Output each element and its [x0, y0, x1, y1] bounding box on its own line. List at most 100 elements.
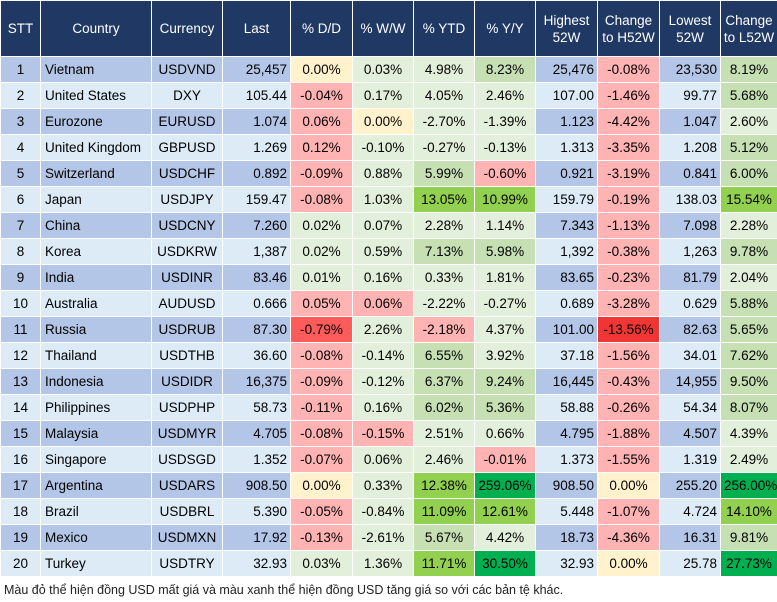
cell-stt: 5	[0, 160, 41, 187]
cell-ytd: -2.70%	[413, 108, 475, 135]
cell-high52w: 37.18	[535, 342, 598, 369]
header-low52w[interactable]: Lowest 52W	[659, 0, 721, 57]
cell-ww: 0.33%	[352, 472, 414, 499]
cell-change-l52w: 2.04%	[720, 264, 777, 291]
cell-country: Malaysia	[40, 420, 152, 447]
cell-change-h52w: -4.36%	[597, 524, 660, 551]
cell-change-l52w: 2.28%	[720, 212, 777, 239]
cell-yy: 2.46%	[474, 82, 536, 109]
cell-ytd: 7.13%	[413, 238, 475, 265]
cell-yy: 8.23%	[474, 56, 536, 83]
header-change-l52w[interactable]: Change to L52W	[720, 0, 777, 57]
cell-ww: -0.10%	[352, 134, 414, 161]
cell-country: United States	[40, 82, 152, 109]
cell-last: 0.666	[222, 290, 291, 317]
cell-high52w: 908.50	[535, 472, 598, 499]
header-change-h52w[interactable]: Change to H52W	[597, 0, 660, 57]
cell-last: 58.73	[222, 394, 291, 421]
cell-ww: 0.07%	[352, 212, 414, 239]
cell-country: Turkey	[40, 550, 152, 577]
cell-change-l52w: 9.81%	[720, 524, 777, 551]
cell-stt: 15	[0, 420, 41, 447]
header-currency[interactable]: Currency	[151, 0, 223, 57]
cell-yy: 259.06%	[474, 472, 536, 499]
cell-ytd: 5.99%	[413, 160, 475, 187]
cell-dd: -0.08%	[290, 420, 353, 447]
cell-ww: 0.06%	[352, 446, 414, 473]
cell-low52w: 1.319	[659, 446, 721, 473]
cell-country: Philippines	[40, 394, 152, 421]
table-row: 2 United States DXY 105.44 -0.04% 0.17% 4.05% 2…	[0, 82, 777, 109]
header-dd[interactable]: % D/D	[290, 0, 353, 57]
cell-low52w: 138.03	[659, 186, 721, 213]
cell-high52w: 101.00	[535, 316, 598, 343]
cell-dd: -0.13%	[290, 524, 353, 551]
cell-country: Korea	[40, 238, 152, 265]
cell-country: China	[40, 212, 152, 239]
table-row: 13 Indonesia USDIDR 16,375 -0.09% -0.12% 6.37%…	[0, 368, 777, 395]
header-yy[interactable]: % Y/Y	[474, 0, 536, 57]
header-ww[interactable]: % W/W	[352, 0, 414, 57]
cell-ww: -0.12%	[352, 368, 414, 395]
cell-low52w: 34.01	[659, 342, 721, 369]
cell-currency: USDTRY	[151, 550, 223, 577]
cell-yy: 5.98%	[474, 238, 536, 265]
cell-change-l52w: 6.00%	[720, 160, 777, 187]
cell-ytd: 2.51%	[413, 420, 475, 447]
cell-last: 1.352	[222, 446, 291, 473]
cell-ww: 0.17%	[352, 82, 414, 109]
cell-yy: 1.14%	[474, 212, 536, 239]
cell-yy: 9.24%	[474, 368, 536, 395]
cell-ww: 0.16%	[352, 394, 414, 421]
cell-ytd: 6.02%	[413, 394, 475, 421]
cell-currency: USDKRW	[151, 238, 223, 265]
header-last[interactable]: Last	[222, 0, 291, 57]
cell-high52w: 4.795	[535, 420, 598, 447]
cell-country: India	[40, 264, 152, 291]
cell-stt: 14	[0, 394, 41, 421]
cell-high52w: 32.93	[535, 550, 598, 577]
cell-ytd: 6.37%	[413, 368, 475, 395]
cell-yy: -1.39%	[474, 108, 536, 135]
cell-stt: 10	[0, 290, 41, 317]
cell-dd: 0.06%	[290, 108, 353, 135]
cell-currency: AUDUSD	[151, 290, 223, 317]
cell-dd: -0.04%	[290, 82, 353, 109]
cell-low52w: 23,530	[659, 56, 721, 83]
cell-last: 4.705	[222, 420, 291, 447]
cell-change-l52w: 2.60%	[720, 108, 777, 135]
cell-ytd: 6.55%	[413, 342, 475, 369]
cell-ww: -0.84%	[352, 498, 414, 525]
cell-low52w: 4.507	[659, 420, 721, 447]
cell-ytd: -2.22%	[413, 290, 475, 317]
cell-dd: -0.08%	[290, 342, 353, 369]
header-high52w[interactable]: Highest 52W	[535, 0, 598, 57]
cell-change-l52w: 5.12%	[720, 134, 777, 161]
cell-low52w: 4.724	[659, 498, 721, 525]
cell-low52w: 82.63	[659, 316, 721, 343]
cell-stt: 19	[0, 524, 41, 551]
cell-change-l52w: 9.78%	[720, 238, 777, 265]
cell-change-h52w: -1.13%	[597, 212, 660, 239]
header-ytd[interactable]: % YTD	[413, 0, 475, 57]
cell-stt: 7	[0, 212, 41, 239]
cell-last: 17.92	[222, 524, 291, 551]
cell-currency: USDVND	[151, 56, 223, 83]
cell-stt: 16	[0, 446, 41, 473]
cell-stt: 1	[0, 56, 41, 83]
header-country[interactable]: Country	[40, 0, 152, 57]
cell-change-h52w: -1.46%	[597, 82, 660, 109]
cell-high52w: 16,445	[535, 368, 598, 395]
cell-last: 105.44	[222, 82, 291, 109]
footnote: Màu đỏ thể hiện đồng USD mất giá và màu …	[4, 583, 564, 597]
cell-change-l52w: 256.00%	[720, 472, 777, 499]
cell-last: 7.260	[222, 212, 291, 239]
cell-yy: 3.92%	[474, 342, 536, 369]
table-row: 8 Korea USDKRW 1,387 0.02% 0.59% 7.13% 5.98% 1,3…	[0, 238, 777, 265]
cell-ytd: 2.46%	[413, 446, 475, 473]
table-row: 20 Turkey USDTRY 32.93 0.03% 1.36% 11.71% 30.50…	[0, 550, 777, 577]
header-stt[interactable]: STT	[0, 0, 41, 57]
cell-high52w: 107.00	[535, 82, 598, 109]
cell-country: Switzerland	[40, 160, 152, 187]
table-row: 12 Thailand USDTHB 36.60 -0.08% -0.14% 6.55% 3.…	[0, 342, 777, 369]
